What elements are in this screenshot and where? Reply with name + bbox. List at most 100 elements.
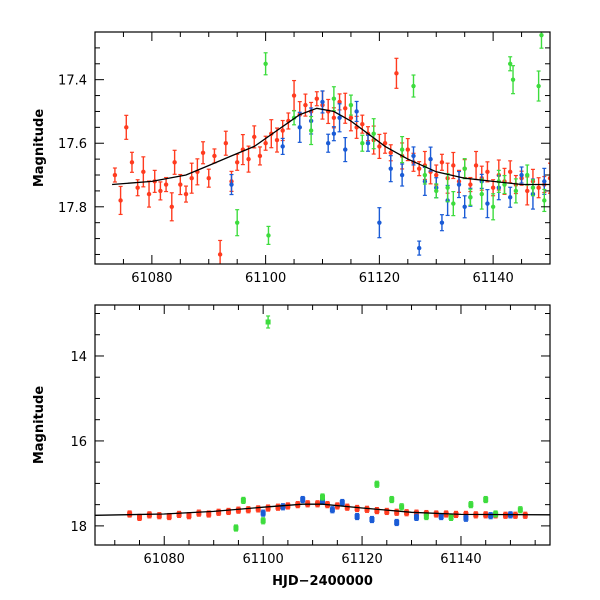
data-point-red: [265, 504, 271, 512]
data-point-red: [384, 507, 390, 516]
data-point-blue: [365, 134, 371, 152]
data-point-green: [240, 496, 246, 504]
plot-frame: [94, 304, 551, 546]
data-point-red: [163, 176, 169, 193]
data-point-red: [183, 185, 189, 203]
data-point-green: [513, 178, 519, 204]
data-point-green: [490, 193, 496, 221]
data-point-red: [255, 505, 261, 513]
data-point-red: [405, 137, 411, 162]
data-point-green: [530, 179, 536, 197]
data-point-blue: [280, 503, 286, 511]
plot-area: [95, 315, 550, 532]
data-point-blue: [325, 133, 331, 153]
data-point-green: [234, 209, 240, 237]
data-point-blue: [329, 506, 335, 514]
data-point-green: [399, 503, 405, 511]
data-point-blue: [369, 515, 375, 524]
x-tick-label: 61140: [440, 552, 481, 567]
data-point-red: [275, 503, 281, 511]
data-point-red: [124, 114, 129, 140]
data-point-red: [176, 510, 182, 519]
data-point-green: [291, 110, 297, 126]
data-point-red: [502, 511, 508, 519]
y-tick-label: 17.4: [58, 74, 87, 89]
data-point-red: [206, 168, 211, 188]
data-point-red: [216, 508, 222, 516]
data-point-blue: [339, 498, 345, 507]
data-point-red: [507, 160, 513, 184]
y-tick-label: 18: [70, 520, 87, 535]
data-point-green: [517, 506, 523, 514]
data-point-green: [468, 501, 474, 509]
data-point-blue: [343, 136, 348, 163]
y-tick-label: 16: [70, 435, 87, 450]
data-point-red: [195, 158, 200, 186]
data-point-green: [525, 164, 530, 186]
data-point-green: [542, 188, 547, 213]
data-point-green: [479, 178, 484, 210]
x-tick-label: 61120: [341, 552, 382, 567]
data-point-blue: [229, 173, 234, 196]
data-point-green: [348, 94, 354, 116]
data-point-blue: [507, 186, 513, 208]
data-point-blue: [519, 166, 524, 184]
data-point-green: [233, 524, 239, 532]
data-point-red: [473, 150, 479, 181]
data-point-blue: [438, 512, 444, 521]
data-point-green: [507, 56, 513, 72]
data-point-blue: [428, 146, 433, 172]
data-point-green: [263, 52, 268, 76]
data-point-green: [399, 135, 405, 164]
data-point-red: [158, 181, 163, 201]
data-point-red: [137, 513, 143, 521]
data-point-blue: [331, 126, 337, 142]
model-curve: [112, 107, 550, 186]
data-point-blue: [463, 514, 469, 522]
outlier-point: [265, 315, 271, 329]
data-point-green: [331, 86, 337, 112]
data-point-blue: [456, 170, 462, 199]
x-tick-label: 61100: [242, 552, 283, 567]
data-point-blue: [300, 495, 306, 504]
data-point-red: [536, 177, 541, 199]
data-point-red: [325, 98, 331, 125]
data-point-red: [280, 119, 285, 142]
data-point-red: [439, 153, 445, 171]
data-point-red: [172, 149, 177, 175]
data-point-blue: [416, 240, 422, 256]
data-point-red: [394, 57, 399, 89]
data-point-blue: [394, 518, 400, 527]
data-point-green: [539, 32, 544, 49]
data-point-red: [377, 133, 382, 160]
x-tick-label: 61120: [359, 271, 400, 286]
data-point-red: [226, 507, 232, 516]
data-point-red: [485, 161, 490, 183]
data-point-red: [235, 506, 241, 514]
data-point-red: [257, 146, 263, 166]
data-point-red: [127, 510, 133, 518]
data-point-red: [246, 145, 251, 173]
data-point-blue: [462, 195, 467, 219]
data-point-red: [178, 173, 183, 196]
data-point-red: [196, 509, 202, 517]
data-point-red: [252, 125, 257, 149]
plot-area: [112, 32, 550, 264]
data-point-blue: [354, 512, 360, 521]
data-point-blue: [337, 103, 342, 133]
data-point-green: [371, 118, 376, 150]
data-point-blue: [399, 163, 405, 187]
data-point-blue: [280, 137, 285, 156]
data-point-red: [240, 133, 246, 166]
data-point-red: [354, 504, 360, 513]
x-tick-label: 61140: [472, 271, 513, 286]
data-point-green: [411, 74, 416, 98]
data-point-green: [320, 493, 325, 501]
data-point-green: [483, 495, 489, 504]
data-point-red: [360, 114, 365, 134]
data-point-green: [266, 225, 271, 245]
data-point-red: [129, 151, 135, 173]
data-point-red: [223, 130, 229, 156]
x-tick-label: 61080: [131, 271, 172, 286]
